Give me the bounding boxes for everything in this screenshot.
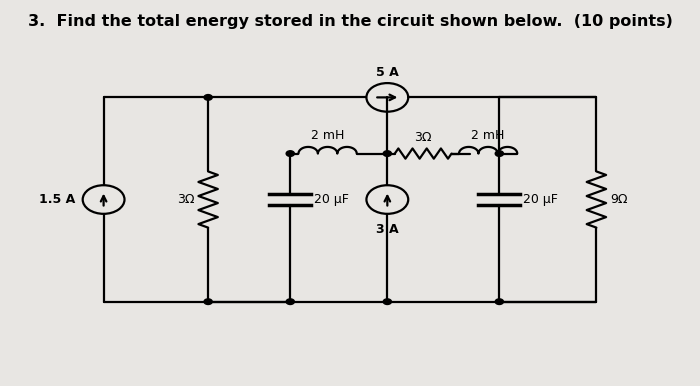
Text: 2 mH: 2 mH (471, 129, 505, 142)
Circle shape (383, 299, 391, 305)
Circle shape (383, 151, 391, 156)
Circle shape (286, 151, 295, 156)
Text: 9Ω: 9Ω (610, 193, 627, 206)
Text: 20 μF: 20 μF (523, 193, 558, 206)
Text: 20 μF: 20 μF (314, 193, 349, 206)
Circle shape (495, 151, 503, 156)
Circle shape (204, 95, 212, 100)
Circle shape (204, 299, 212, 305)
Text: 2 mH: 2 mH (311, 129, 344, 142)
Text: 3.  Find the total energy stored in the circuit shown below.  (10 points): 3. Find the total energy stored in the c… (27, 14, 673, 29)
Text: 3Ω: 3Ω (414, 131, 432, 144)
Text: 3Ω: 3Ω (177, 193, 195, 206)
Text: 1.5 A: 1.5 A (39, 193, 75, 206)
Circle shape (286, 299, 295, 305)
Circle shape (495, 299, 503, 305)
Text: 3 A: 3 A (376, 223, 398, 236)
Text: 5 A: 5 A (376, 66, 399, 79)
